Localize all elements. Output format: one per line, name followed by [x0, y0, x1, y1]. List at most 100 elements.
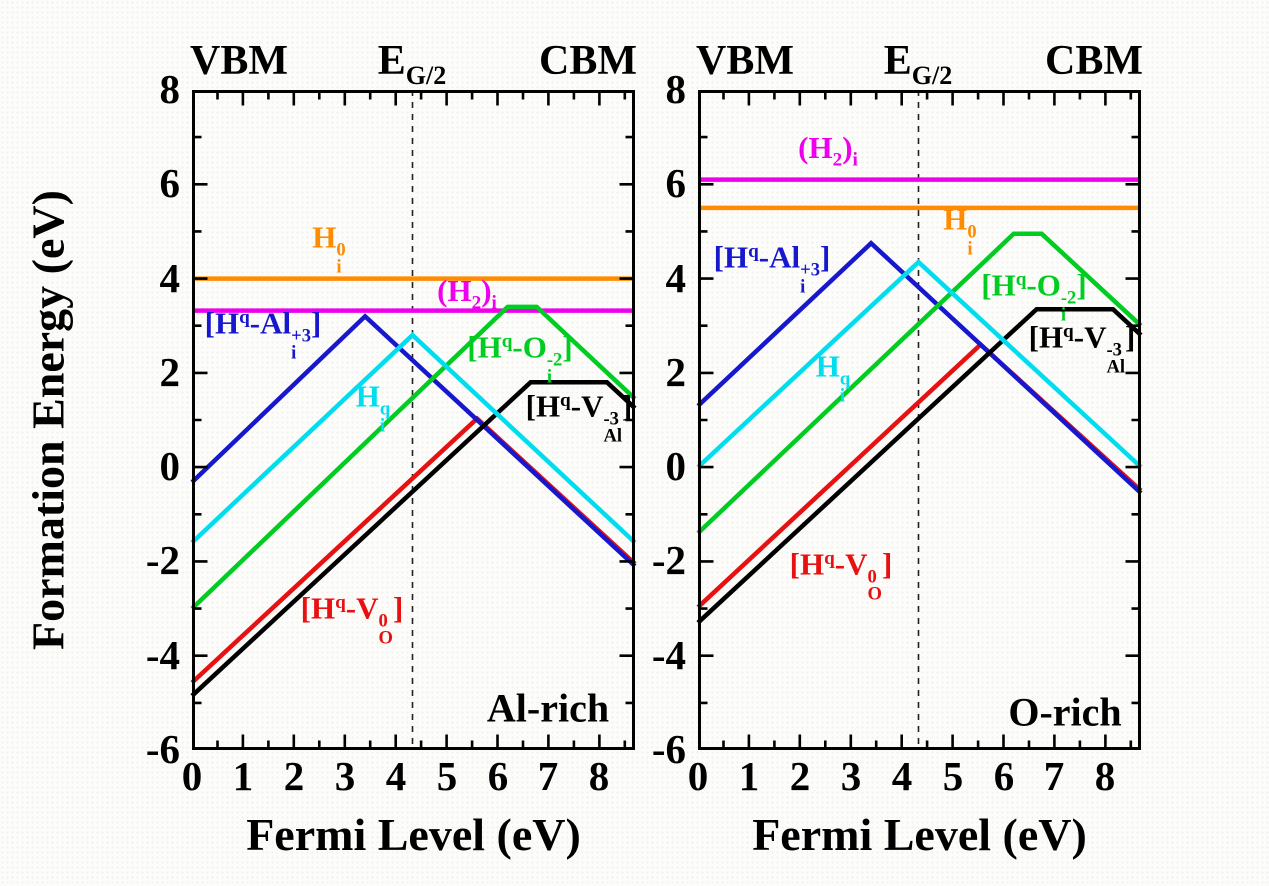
x-tick-label: 7 — [1043, 753, 1065, 799]
series-label-h-al: [Hq-Al +3 i] — [204, 305, 322, 364]
y-tick-label: -6 — [145, 726, 180, 772]
x-axis-title-left: Fermi Level (eV) — [246, 809, 581, 860]
x-tick-label: 1 — [232, 753, 254, 799]
series-label-h2i: (H2)i — [437, 273, 497, 314]
condition-label: Al-rich — [486, 685, 610, 731]
superscript: q — [501, 330, 513, 352]
x-tick-label: 5 — [436, 753, 458, 799]
series-label-h-oi: [Hq-O -2 i] — [981, 267, 1087, 326]
subscript: 2 — [832, 149, 843, 171]
subscript: G/2 — [911, 60, 953, 90]
y-tick-label: 0 — [665, 443, 687, 489]
superscript: q — [335, 591, 346, 613]
x-tick-label: 0 — [687, 753, 709, 799]
superscript: q — [824, 547, 835, 569]
stacked-scripts: -2 i — [1060, 287, 1077, 326]
x-tick-label: 3 — [840, 753, 862, 799]
series-label-h-al: [Hq-Al +3 i] — [713, 239, 831, 298]
axis-frame — [192, 90, 635, 750]
stacked-scripts: +3 i — [291, 325, 312, 364]
stacked-scripts: +3 i — [800, 259, 821, 298]
x-tick-label: 7 — [537, 753, 559, 799]
panel-o-rich: (H2)i H 0 i [Hq-V 0 O] [Hq-Al +3 i] [Hq-V -3 Al] [Hq-… — [652, 40, 1143, 797]
y-axis-title: Formation Energy (eV) — [22, 190, 74, 650]
superscript: q — [560, 389, 571, 411]
superscript: q — [1063, 320, 1074, 342]
y-tick-label: 6 — [665, 160, 687, 206]
x-tick-label: 1 — [738, 753, 760, 799]
line-h-val — [696, 306, 1143, 625]
plot-area-o-rich — [696, 90, 1143, 750]
y-tick-label: -2 — [145, 537, 180, 583]
y-tick-label: 2 — [159, 349, 181, 395]
superscript: q — [1015, 268, 1027, 290]
line-hiq — [696, 259, 1143, 469]
line-h-al — [696, 240, 1143, 495]
x-tick-label: 4 — [891, 753, 913, 799]
subscript: i — [491, 292, 497, 314]
line-h-vo — [696, 341, 1143, 609]
y-tick-label: 4 — [159, 255, 181, 301]
condition-label: O-rich — [1008, 689, 1122, 735]
stacked-scripts: -2 i — [546, 349, 563, 388]
y-tick-label: -6 — [651, 726, 686, 772]
x-tick-label: 2 — [283, 753, 305, 799]
top-label-cbm: CBM — [1045, 38, 1143, 84]
stacked-scripts: -3 Al — [1106, 339, 1126, 378]
y-tick-label: 2 — [665, 349, 687, 395]
x-axis-title-right: Fermi Level (eV) — [752, 809, 1087, 860]
panel-al-rich: (H2)i H 0 i [Hq-V 0 O] [Hq-Al +3 i] [Hq-V -3 Al] [Hq-… — [146, 40, 637, 797]
subscript: 2 — [471, 292, 482, 314]
y-tick-label: -4 — [651, 632, 686, 678]
series-label-h-val: [Hq-V -3 Al] — [1028, 319, 1136, 378]
top-label-vbm: VBM — [190, 38, 288, 84]
line-h-vo — [190, 415, 637, 685]
y-tick-label: 8 — [665, 66, 687, 112]
axis-ticks — [699, 91, 1140, 749]
y-tick-label: -2 — [651, 537, 686, 583]
x-tick-label: 0 — [181, 753, 203, 799]
top-label-vbm: VBM — [696, 38, 794, 84]
line-h-val — [190, 380, 637, 698]
axis-ticks — [193, 91, 634, 749]
top-label-eg2: EG/2 — [377, 38, 447, 90]
y-tick-label: 0 — [159, 443, 181, 489]
x-tick-label: 8 — [1094, 753, 1116, 799]
x-tick-label: 3 — [334, 753, 356, 799]
superscript: q — [748, 240, 759, 262]
x-tick-label: 4 — [385, 753, 407, 799]
x-tick-label: 6 — [993, 753, 1015, 799]
x-tick-label: 6 — [487, 753, 509, 799]
superscript: q — [239, 306, 250, 328]
stacked-scripts: -3 Al — [603, 408, 623, 447]
y-tick-label: 8 — [159, 66, 181, 112]
line-h-al — [190, 313, 637, 568]
top-label-eg2: EG/2 — [883, 38, 953, 90]
x-tick-label: 5 — [942, 753, 964, 799]
plot-area-al-rich — [190, 90, 637, 750]
subscript: i — [852, 149, 858, 171]
y-tick-label: 4 — [665, 255, 687, 301]
axis-frame — [698, 90, 1141, 750]
series-label-h2i: (H2)i — [798, 130, 858, 171]
x-tick-label: 2 — [789, 753, 811, 799]
top-label-cbm: CBM — [539, 38, 637, 84]
y-tick-label: 6 — [159, 160, 181, 206]
y-tick-label: -4 — [145, 632, 180, 678]
series-label-h-vo: [Hq-V 0 O] — [300, 590, 404, 649]
series-label-h-vo: [Hq-V 0 O] — [789, 546, 893, 605]
x-tick-label: 8 — [588, 753, 610, 799]
line-hiq — [190, 332, 637, 545]
line-h-oi — [696, 231, 1143, 535]
subscript: G/2 — [405, 60, 447, 90]
